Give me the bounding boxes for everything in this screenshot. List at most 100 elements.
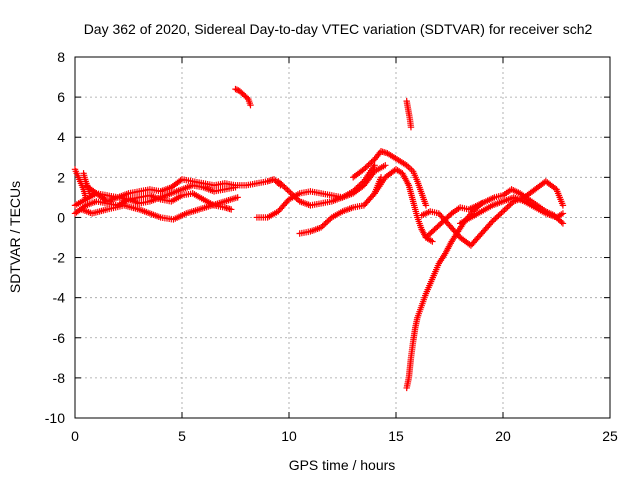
data-point: [243, 94, 251, 101]
series-track-o: [418, 178, 567, 249]
x-tick-label: 15: [388, 428, 404, 444]
data-point: [407, 123, 415, 131]
data-point: [281, 183, 288, 191]
y-tick-label: 8: [57, 49, 65, 65]
data-point: [350, 188, 357, 195]
data-point: [234, 194, 241, 201]
data-point: [279, 182, 287, 189]
data-point: [505, 202, 513, 209]
y-tick-label: 0: [57, 209, 65, 225]
series-track-i: [296, 174, 385, 237]
y-tick-label: -6: [53, 330, 66, 346]
data-point: [327, 215, 334, 223]
data-point: [559, 210, 567, 217]
data-point: [324, 218, 331, 225]
data-point: [507, 201, 514, 208]
data-point: [247, 101, 254, 109]
x-axis-label: GPS time / hours: [289, 457, 396, 473]
data-point: [493, 213, 501, 221]
data-point: [370, 191, 377, 199]
data-point: [284, 186, 291, 194]
plot-frame: [74, 56, 611, 419]
data-point: [320, 221, 328, 228]
series-track-d: [82, 182, 239, 207]
series-track-m: [403, 97, 415, 131]
data-point: [490, 216, 498, 224]
series-track-e: [71, 166, 89, 201]
data-point: [501, 206, 508, 214]
x-tick-label: 5: [178, 428, 186, 444]
series-track-n: [403, 200, 485, 392]
data-point: [86, 190, 94, 197]
x-tick-label: 20: [495, 428, 511, 444]
data-point: [365, 161, 372, 169]
y-tick-label: 2: [57, 169, 65, 185]
data-point: [504, 203, 511, 211]
data-point: [319, 222, 326, 230]
data-point: [322, 219, 329, 227]
y-tick-label: -10: [45, 410, 65, 426]
data-point: [495, 212, 502, 219]
data-point: [287, 189, 294, 197]
data-point: [360, 166, 368, 173]
data-point: [285, 188, 293, 195]
data-point: [82, 194, 89, 201]
data-point: [487, 219, 495, 227]
data-point: [177, 177, 184, 184]
data-point: [80, 203, 88, 210]
data-point: [351, 186, 358, 194]
data-point: [371, 162, 378, 169]
data-point: [422, 202, 430, 209]
data-point: [559, 202, 567, 209]
data-point: [282, 185, 290, 192]
data-point: [499, 208, 507, 215]
data-point: [294, 196, 302, 204]
data-point: [317, 224, 325, 231]
data-point: [489, 218, 496, 225]
data-point: [293, 195, 300, 202]
data-point: [498, 209, 505, 217]
x-tick-label: 25: [602, 428, 618, 444]
data-point: [369, 157, 377, 164]
chart-title: Day 362 of 2020, Sidereal Day-to-day VTE…: [84, 21, 593, 37]
x-tick-label: 0: [71, 428, 79, 444]
data-point: [368, 158, 375, 166]
series-track-q: [457, 194, 567, 227]
data-point: [357, 181, 365, 188]
data-point: [558, 218, 565, 226]
data-point: [559, 220, 567, 227]
data-point: [290, 192, 297, 199]
data-point: [359, 179, 366, 186]
y-tick-label: 4: [57, 129, 65, 145]
data-point: [496, 211, 504, 218]
y-tick-labels: -10 -8 -6 -4 -2 0 2 4 6 8: [45, 49, 65, 426]
series-track-c: [78, 194, 241, 223]
series-track-a: [71, 176, 284, 209]
axis-ticks: [74, 56, 611, 419]
data-point: [228, 206, 235, 213]
y-tick-label: -8: [53, 370, 66, 386]
data-point: [276, 179, 284, 186]
data-point: [382, 162, 389, 169]
y-tick-label: -2: [53, 250, 66, 266]
data-point: [278, 181, 285, 188]
data-point: [429, 238, 436, 245]
data-point: [353, 185, 360, 192]
series-track-f: [80, 170, 94, 197]
data-point: [325, 217, 332, 224]
data-point: [502, 205, 510, 212]
x-tick-label: 10: [281, 428, 297, 444]
series-track-j: [275, 162, 378, 209]
data-point: [291, 193, 299, 201]
y-tick-label: -4: [53, 290, 66, 306]
data-point: [275, 178, 282, 185]
y-tick-label: 6: [57, 89, 65, 105]
data-point: [366, 160, 374, 167]
data-point: [356, 182, 363, 189]
data-point: [363, 163, 371, 170]
x-tick-labels: 0 5 10 15 20 25: [71, 428, 618, 444]
data-point: [406, 165, 414, 172]
data-point: [354, 183, 361, 191]
data-point: [232, 85, 239, 93]
